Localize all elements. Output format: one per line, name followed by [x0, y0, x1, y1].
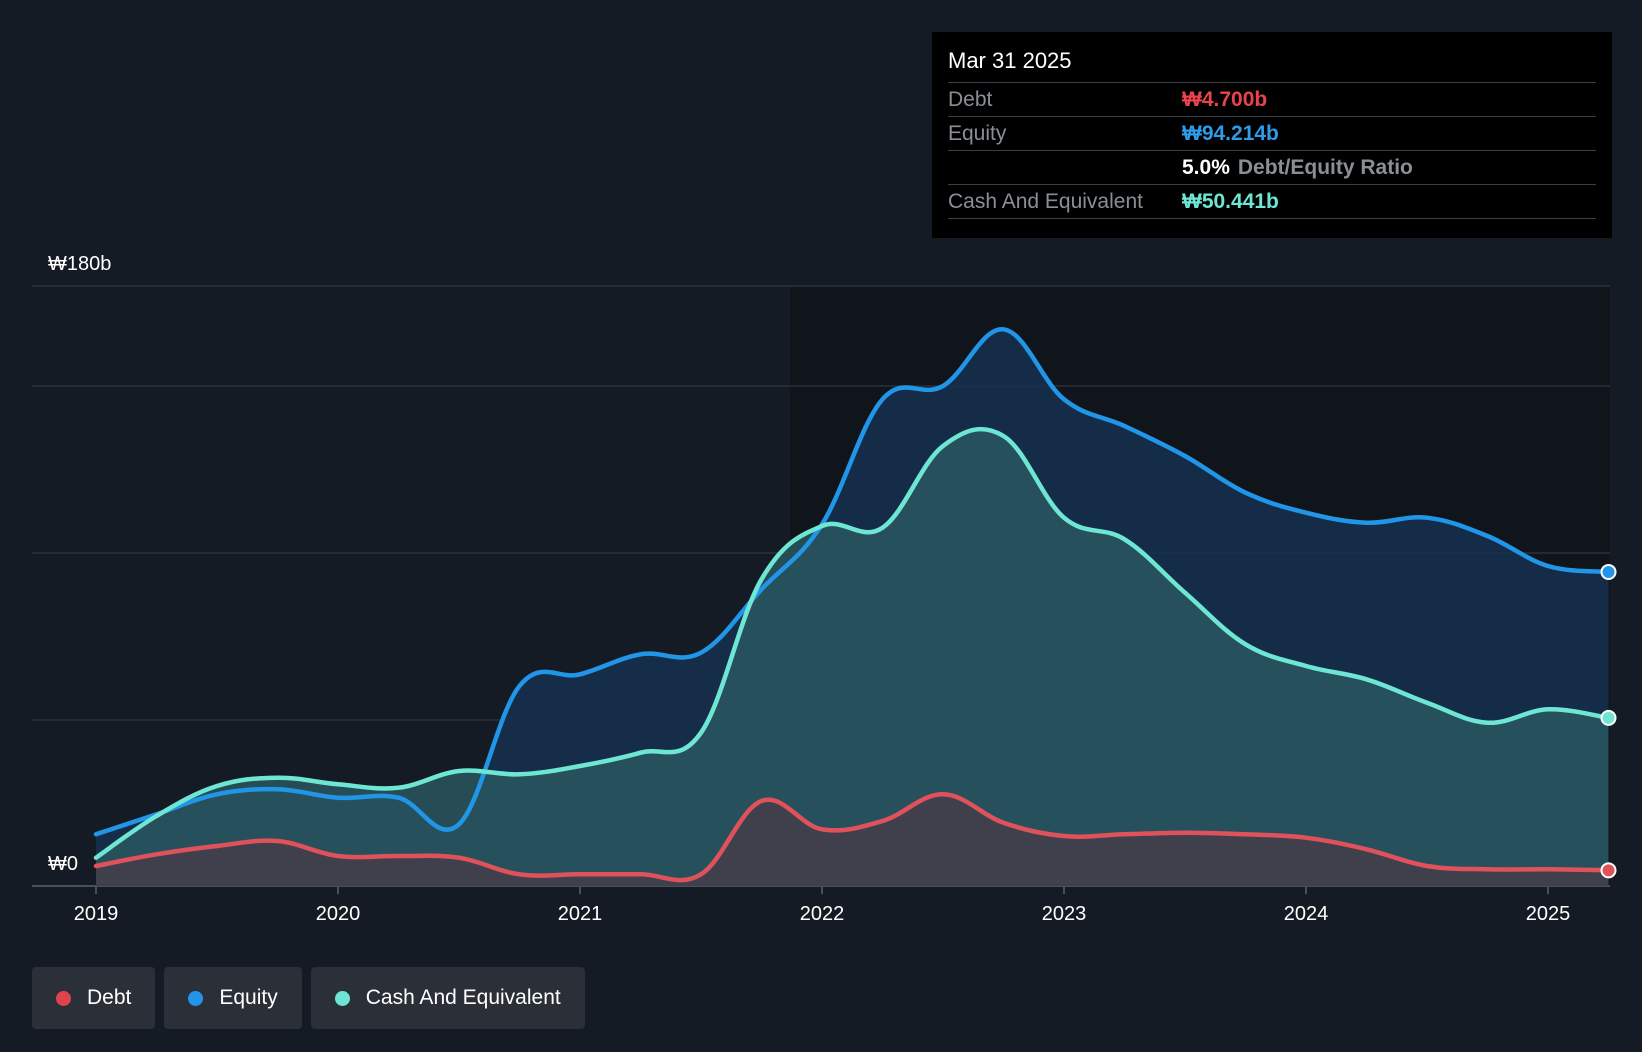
legend-item-debt[interactable]: Debt: [32, 967, 156, 1029]
x-tick-label: 2022: [800, 903, 845, 925]
x-tick-label: 2024: [1284, 903, 1329, 925]
legend-item-cash[interactable]: Cash And Equivalent: [310, 967, 585, 1029]
tooltip-cash-label: Cash And Equivalent: [948, 189, 1143, 213]
tooltip-equity-value: ₩94.214b: [1182, 121, 1279, 145]
line-cash: [93, 426, 1611, 860]
endpoint-equity: [1600, 563, 1617, 580]
endpoint-cash: [1600, 709, 1617, 726]
tooltip-row-ratio: 5.0% Debt/Equity Ratio: [948, 151, 1596, 185]
tooltip-equity-label: Equity: [948, 121, 1007, 145]
endpoint-debt: [1600, 862, 1617, 879]
tooltip-date: Mar 31 2025: [948, 46, 1596, 83]
tooltip-ratio-label: Debt/Equity Ratio: [1237, 155, 1413, 179]
legend-label-debt: Debt: [87, 986, 132, 1009]
tooltip-panel: Mar 31 2025 Debt ₩4.700b Equity ₩94.214b…: [932, 32, 1612, 238]
tooltip-cash-value: ₩50.441b: [1182, 189, 1279, 213]
tooltip-row-cash: Cash And Equivalent ₩50.441b: [948, 185, 1596, 219]
x-tick-label: 2019: [74, 903, 119, 925]
x-tick-label: 2021: [558, 903, 603, 925]
tooltip-row-equity: Equity ₩94.214b: [948, 117, 1596, 151]
y-tick-label-bottom: ₩0: [48, 853, 78, 875]
legend-dot-cash-icon: [334, 990, 350, 1006]
line-equity: [93, 327, 1611, 837]
legend-item-equity[interactable]: Equity: [164, 967, 302, 1029]
legend: Debt Equity Cash And Equivalent: [32, 967, 585, 1029]
x-tick-label: 2023: [1042, 903, 1087, 925]
tooltip-ratio-value: 5.0%: [1182, 155, 1230, 179]
legend-label-cash: Cash And Equivalent: [365, 986, 561, 1009]
x-axis: 2019 2020 2021 2022 2023 2024 2025: [74, 886, 1571, 925]
series-lines: [93, 327, 1611, 883]
legend-dot-equity-icon: [188, 990, 204, 1006]
legend-label-equity: Equity: [219, 986, 278, 1009]
tooltip-debt-value: ₩4.700b: [1182, 87, 1268, 111]
line-debt: [93, 792, 1611, 883]
legend-dot-debt-icon: [56, 990, 71, 1006]
series-endpoints: [1600, 563, 1617, 879]
tooltip-debt-label: Debt: [948, 87, 993, 111]
x-tick-label: 2020: [316, 903, 361, 925]
tooltip-row-debt: Debt ₩4.700b: [948, 83, 1596, 117]
y-tick-label-top: ₩180b: [48, 253, 111, 275]
x-tick-label: 2025: [1526, 903, 1571, 925]
